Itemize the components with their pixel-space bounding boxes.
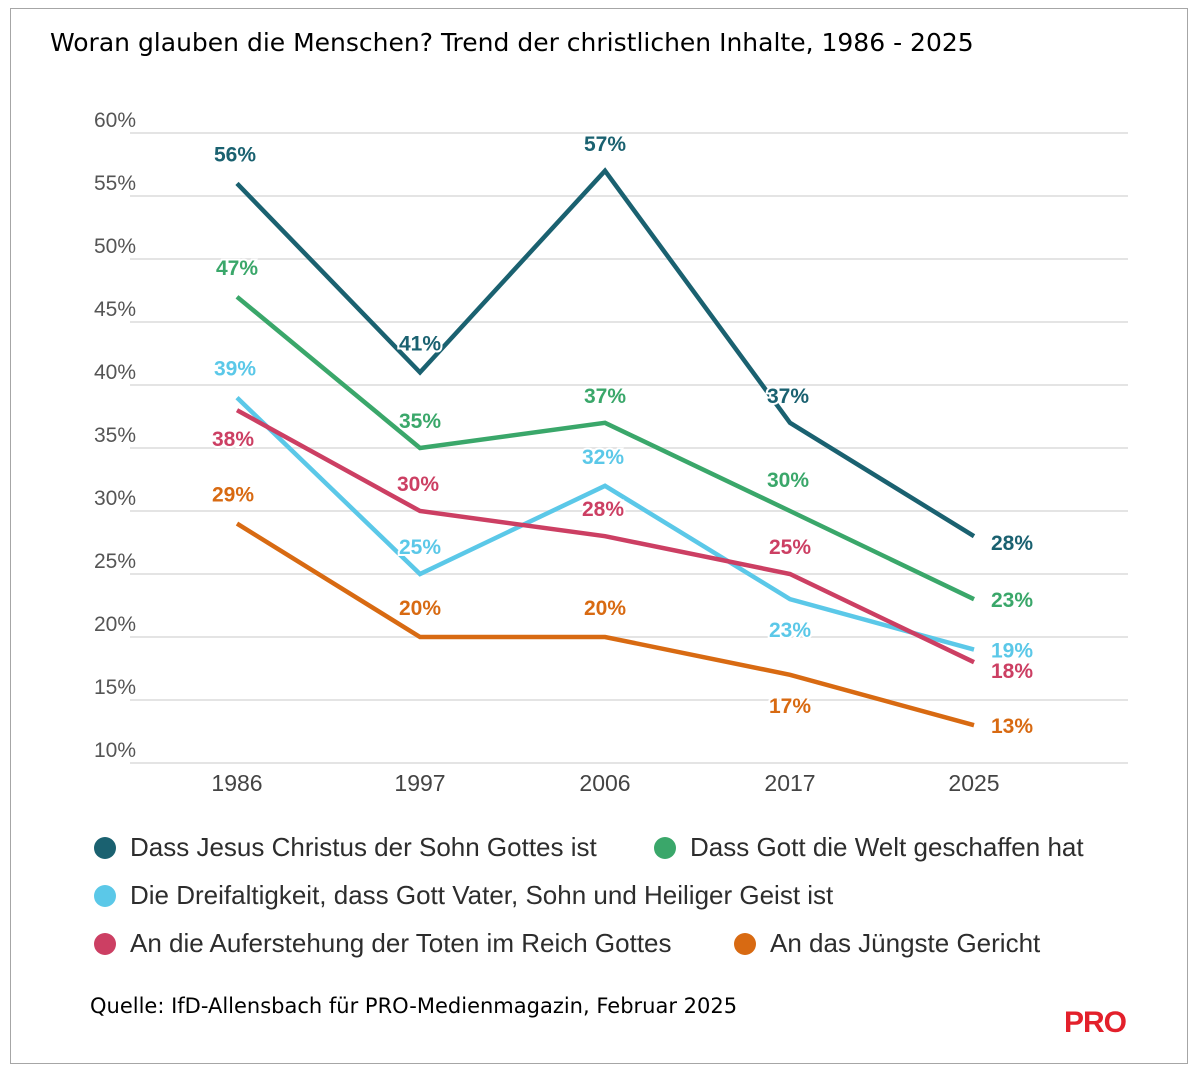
- x-tick-label: 2025: [948, 770, 999, 796]
- data-label: 30%: [397, 473, 439, 496]
- series-line: [235, 395, 975, 652]
- data-label: 17%: [769, 695, 811, 718]
- y-tick-label: 40%: [94, 361, 136, 384]
- y-tick-label: 50%: [94, 235, 136, 258]
- legend-item-schoepfung: Dass Gott die Welt geschaffen hat: [654, 832, 1084, 863]
- series-line: [235, 408, 975, 665]
- legend-label-dreifaltigkeit: Die Dreifaltigkeit, dass Gott Vater, Soh…: [130, 880, 834, 910]
- data-label: 30%: [767, 469, 809, 492]
- legend-swatch-auferstehung: [94, 932, 116, 955]
- data-label: 20%: [584, 597, 626, 620]
- x-tick-label: 1986: [211, 770, 262, 796]
- x-tick-label: 2017: [764, 770, 815, 796]
- data-label: 18%: [991, 660, 1033, 683]
- legend-swatch-schoepfung: [654, 836, 676, 859]
- x-tick-label: 2006: [579, 770, 630, 796]
- data-label: 41%: [399, 332, 441, 355]
- y-tick-label: 10%: [94, 739, 136, 762]
- data-label: 19%: [991, 640, 1033, 663]
- legend-label-gericht: An das Jüngste Gericht: [770, 928, 1041, 958]
- legend-swatch-gericht: [734, 932, 756, 955]
- series-line: [235, 167, 976, 539]
- y-tick-label: 55%: [94, 172, 136, 195]
- data-label: 39%: [214, 358, 256, 381]
- data-label: 28%: [991, 532, 1033, 555]
- data-label: 47%: [216, 257, 258, 280]
- data-label: 29%: [212, 484, 254, 507]
- data-label: 25%: [399, 536, 441, 559]
- y-tick-label: 45%: [94, 298, 136, 321]
- data-label: 56%: [214, 143, 256, 166]
- legend-label-jesus: Dass Jesus Christus der Sohn Gottes ist: [130, 832, 597, 862]
- data-label: 20%: [399, 597, 441, 620]
- series-line: [235, 521, 975, 728]
- y-tick-label: 35%: [94, 424, 136, 447]
- pro-logo: PRO: [1064, 1006, 1127, 1039]
- x-tick-label: 1997: [394, 770, 445, 796]
- y-tick-label: 60%: [94, 109, 136, 132]
- legend-label-schoepfung: Dass Gott die Welt geschaffen hat: [690, 832, 1084, 862]
- series-line: [235, 295, 975, 602]
- line-chart: 10% 15% 20% 25% 30% 35% 40% 45% 50% 55% 60% 1986 199…: [94, 109, 1128, 796]
- legend-swatch-jesus: [94, 836, 116, 859]
- y-tick-label: 30%: [94, 487, 136, 510]
- data-label: 23%: [769, 619, 811, 642]
- legend-item-jesus: Dass Jesus Christus der Sohn Gottes ist: [94, 832, 597, 863]
- data-label: 23%: [991, 589, 1033, 612]
- data-label: 28%: [582, 498, 624, 521]
- y-tick-label: 20%: [94, 613, 136, 636]
- data-label: 37%: [584, 385, 626, 408]
- data-label: 25%: [769, 536, 811, 559]
- y-tick-label: 25%: [94, 550, 136, 573]
- legend-item-gericht: An das Jüngste Gericht: [734, 928, 1040, 959]
- data-label: 37%: [767, 385, 809, 408]
- source-note: Quelle: IfD-Allensbach für PRO-Medienmag…: [90, 994, 738, 1018]
- chart-title: Woran glauben die Menschen? Trend der ch…: [50, 28, 974, 57]
- data-label: 32%: [582, 446, 624, 469]
- data-label: 13%: [991, 715, 1033, 738]
- data-label: 35%: [399, 410, 441, 433]
- y-tick-label: 15%: [94, 676, 136, 699]
- data-label: 57%: [584, 133, 626, 156]
- data-label: 38%: [212, 428, 254, 451]
- legend-swatch-dreifaltigkeit: [94, 884, 116, 907]
- legend-label-auferstehung: An die Auferstehung der Toten im Reich G…: [130, 928, 672, 958]
- legend-item-auferstehung: An die Auferstehung der Toten im Reich G…: [94, 928, 672, 959]
- legend-item-dreifaltigkeit: Die Dreifaltigkeit, dass Gott Vater, Soh…: [94, 880, 833, 911]
